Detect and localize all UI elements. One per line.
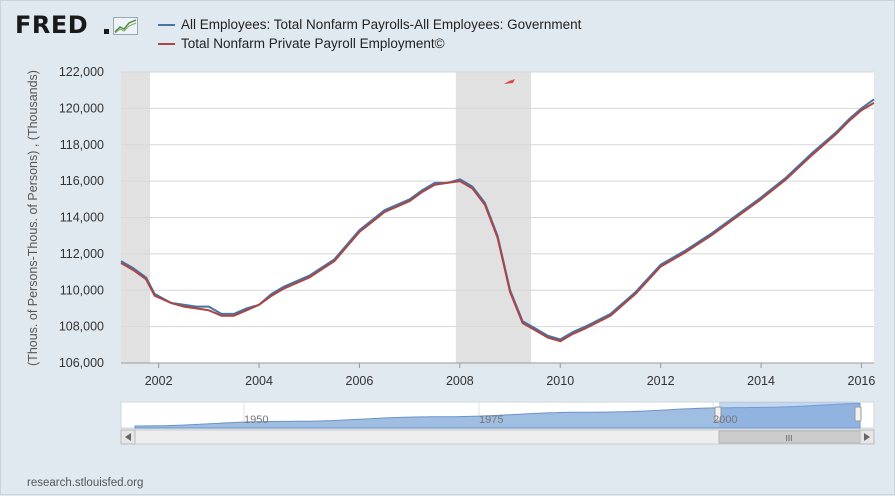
x-tick-label: 2010 [546, 374, 574, 388]
fred-logo-dot [104, 29, 109, 34]
x-tick-label: 2004 [245, 374, 273, 388]
x-tick-label: 2008 [446, 374, 474, 388]
x-tick-label: 2014 [747, 374, 775, 388]
navigator-series-area [134, 402, 861, 429]
legend-item-government[interactable]: All Employees: Total Nonfarm Payrolls-Al… [153, 15, 581, 34]
chart-legend: All Employees: Total Nonfarm Payrolls-Al… [153, 15, 581, 53]
scrollbar-grip-icon: III [786, 434, 793, 443]
navigator-label-2000: 2000 [713, 414, 737, 426]
line-graph-icon [113, 17, 138, 35]
y-tick-label: 106,000 [59, 356, 104, 370]
legend-swatch-private [158, 43, 175, 45]
navigator-label-1975: 1975 [479, 414, 503, 426]
y-tick-label: 118,000 [60, 138, 104, 152]
x-tick-label: 2016 [848, 374, 876, 388]
right-arrow-icon [864, 433, 870, 441]
y-tick-label: 114,000 [60, 211, 104, 225]
x-tick-label: 2006 [346, 374, 374, 388]
series-line-private[interactable] [120, 102, 875, 343]
y-axis-label: (Thous. of Persons-Thous. of Persons) , … [26, 70, 40, 366]
y-tick-label: 112,000 [60, 247, 104, 261]
navigator-label-1950: 1950 [244, 414, 268, 426]
fred-logo[interactable]: FRED [15, 9, 145, 43]
y-tick-label: 110,000 [60, 283, 104, 297]
left-arrow-icon [125, 433, 131, 441]
legend-item-private[interactable]: Total Nonfarm Private Payroll Employment… [153, 34, 581, 53]
navigator-selection[interactable] [719, 402, 859, 428]
fred-logo-text: FRED [15, 11, 89, 39]
y-tick-label: 116,000 [60, 174, 104, 188]
x-tick-label: 2012 [647, 374, 675, 388]
y-tick-label: 122,000 [59, 65, 104, 79]
x-tick-label: 2002 [145, 374, 173, 388]
source-link[interactable]: research.stlouisfed.org [27, 477, 144, 489]
series-line-government[interactable] [120, 98, 875, 341]
y-tick-label: 108,000 [59, 320, 104, 334]
red-annotation-mark [504, 79, 515, 84]
legend-label-government: All Employees: Total Nonfarm Payrolls-Al… [181, 17, 582, 32]
legend-label-private: Total Nonfarm Private Payroll Employment… [181, 36, 445, 51]
legend-swatch-government [158, 24, 175, 26]
y-tick-label: 120,000 [59, 101, 104, 115]
navigator-left-handle[interactable] [714, 406, 722, 422]
navigator-right-handle[interactable] [854, 406, 862, 422]
